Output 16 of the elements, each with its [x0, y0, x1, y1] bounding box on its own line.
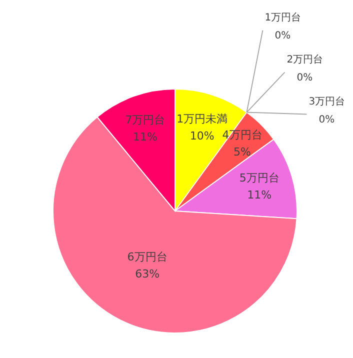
slice-label: 6万円台 [127, 250, 168, 264]
slice-label: 1万円未満 [176, 112, 228, 126]
category-label: 2万円台 [286, 54, 324, 66]
data-label: 5% [234, 146, 252, 159]
text: 0% [318, 114, 335, 126]
slice-label: 7万円台 [125, 113, 166, 126]
data-label: 11% [247, 188, 272, 202]
data-label: 11% [133, 130, 158, 144]
category-label: 3万円台 [308, 96, 346, 108]
slice-label: 5万円台 [239, 171, 280, 184]
slice-label: 4万円台 [222, 128, 262, 142]
data-label: 10% [190, 129, 214, 142]
data-label: 63% [135, 267, 160, 280]
text: 0% [296, 72, 313, 84]
text: 0% [274, 30, 291, 42]
category-label: 1万円台 [264, 12, 302, 24]
